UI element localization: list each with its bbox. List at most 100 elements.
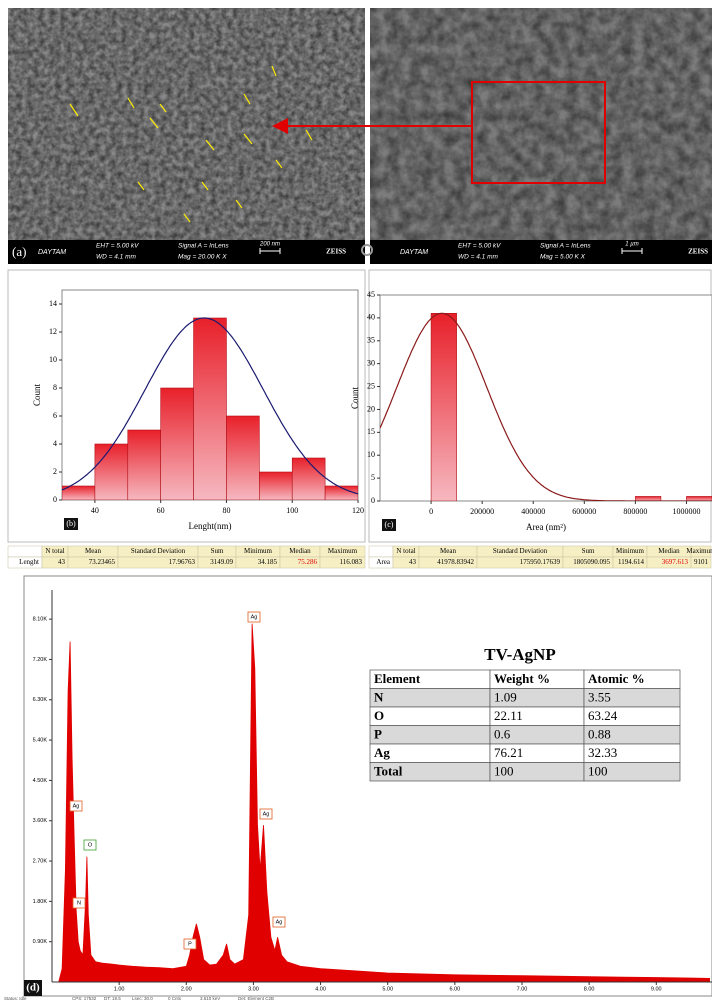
- y-tick-label: 12: [49, 327, 57, 336]
- y-tick-label: 3.60K: [33, 818, 48, 824]
- status-item: DT: 19.5: [104, 996, 121, 1001]
- sem-brand: ZEISS: [688, 248, 708, 256]
- table-title: TV-AgNP: [484, 645, 555, 664]
- table-header: Mean: [440, 547, 456, 555]
- table-value: 3149.09: [210, 558, 233, 566]
- table-value: 3697.613: [662, 558, 689, 566]
- bar: [292, 458, 325, 500]
- table-cell: [370, 707, 490, 726]
- x-tick-label: 7.00: [517, 986, 528, 992]
- y-tick-label: 0: [371, 496, 375, 505]
- y-axis-label: Count: [32, 384, 42, 407]
- status-item: Det: Element C2B: [238, 996, 274, 1001]
- x-tick-label: 2.00: [181, 986, 192, 992]
- y-tick-label: 25: [367, 381, 375, 390]
- plot-frame: [380, 295, 712, 501]
- y-tick-label: 14: [49, 299, 57, 308]
- y-tick-label: 4.50K: [33, 778, 48, 784]
- table-header: Maximum: [328, 547, 358, 555]
- bar: [226, 416, 259, 500]
- figure: (a)DAYTAMEHT = 5.00 kVWD = 4.1 mmSignal …: [0, 0, 712, 1003]
- bar: [431, 313, 457, 501]
- y-tick-label: 2.70K: [33, 858, 48, 864]
- table-value: 63.24: [588, 708, 618, 723]
- table-header: Minimum: [244, 547, 273, 555]
- bar: [161, 388, 194, 500]
- table-header: Atomic %: [588, 671, 645, 686]
- y-tick-label: 10: [49, 355, 57, 364]
- table-header: Maximum: [686, 547, 712, 555]
- y-tick-label: 0.90K: [33, 939, 48, 945]
- table-value: 100: [494, 764, 514, 779]
- bar: [194, 318, 227, 500]
- y-tick-label: 40: [367, 313, 375, 322]
- status-item: Status: Idle: [4, 996, 27, 1001]
- sem-brand: ZEISS: [326, 248, 346, 256]
- y-tick-label: 6.30K: [33, 697, 48, 703]
- bar: [635, 496, 661, 501]
- panel-label: (c): [385, 520, 394, 529]
- sem-eht: EHT = 5.00 kV: [96, 243, 139, 250]
- panel-d-frame: [24, 576, 712, 996]
- y-tick-label: 10: [367, 450, 375, 459]
- y-tick-label: 7.20K: [33, 657, 48, 663]
- table-value: 116.083: [340, 558, 363, 566]
- status-item: 0 Cnts: [168, 996, 182, 1001]
- y-tick-label: 4: [53, 439, 57, 448]
- panel-label: (b): [66, 519, 76, 528]
- y-tick-label: 35: [367, 336, 375, 345]
- table-value: Ag: [374, 745, 390, 760]
- y-tick-label: 5: [371, 473, 375, 482]
- table-value: 175950.17639: [520, 558, 561, 566]
- x-tick-label: 4.00: [315, 986, 326, 992]
- sem-image-left: [8, 8, 365, 264]
- table-value: 32.33: [588, 745, 617, 760]
- x-tick-label: 400000: [521, 507, 545, 516]
- table-value: 34.185: [258, 558, 278, 566]
- table-value: 73.23465: [89, 558, 116, 566]
- sem-signal: Signal A = InLens: [178, 243, 229, 250]
- sem-lab: DAYTAM: [38, 249, 66, 256]
- table-value: 0.88: [588, 727, 611, 742]
- peak-label: P: [188, 941, 192, 947]
- sem-lab: DAYTAM: [400, 249, 428, 256]
- y-tick-label: 2: [53, 467, 57, 476]
- table-row-label: Area: [376, 558, 390, 566]
- table-header: Minimum: [616, 547, 645, 555]
- x-tick-label: 1000000: [672, 507, 700, 516]
- bar: [259, 472, 292, 500]
- table-value: Total: [374, 764, 403, 779]
- status-item: Lsec: 30.0: [132, 996, 153, 1001]
- table-header: Mean: [85, 547, 101, 555]
- peak-label: Ag: [276, 919, 283, 925]
- table-cell: [370, 726, 490, 745]
- x-axis-label: Lenght(nm): [189, 521, 232, 531]
- panel-label: (d): [26, 982, 40, 994]
- y-tick-label: 5.40K: [33, 738, 48, 744]
- x-tick-label: 0: [429, 507, 433, 516]
- x-tick-label: 5.00: [382, 986, 393, 992]
- table-value: 43: [409, 558, 417, 566]
- x-tick-label: 40: [91, 506, 99, 515]
- table-header-cell: [369, 546, 393, 557]
- peak-label: Ag: [73, 803, 80, 809]
- y-tick-label: 8.10K: [33, 617, 48, 623]
- table-value: O: [374, 708, 384, 723]
- table-value: 100: [588, 764, 608, 779]
- x-tick-label: 6.00: [449, 986, 460, 992]
- table-value: 3.55: [588, 690, 611, 705]
- status-item: 3.510 keV: [200, 996, 220, 1001]
- sem-wd: WD = 4.1 mm: [458, 254, 498, 261]
- y-tick-label: 20: [367, 404, 375, 413]
- table-header: N total: [396, 547, 415, 555]
- peak-label: N: [77, 900, 81, 906]
- peak-label: Ag: [263, 811, 270, 817]
- x-tick-label: 100: [286, 506, 298, 515]
- table-header: Standard Deviation: [131, 547, 186, 555]
- sem-signal: Signal A = InLens: [540, 243, 591, 250]
- bar: [95, 444, 128, 500]
- table-row-label: Lenght: [19, 558, 39, 566]
- y-tick-label: 30: [367, 358, 375, 367]
- table-value: 41978.83942: [437, 558, 474, 566]
- x-tick-label: 200000: [470, 507, 494, 516]
